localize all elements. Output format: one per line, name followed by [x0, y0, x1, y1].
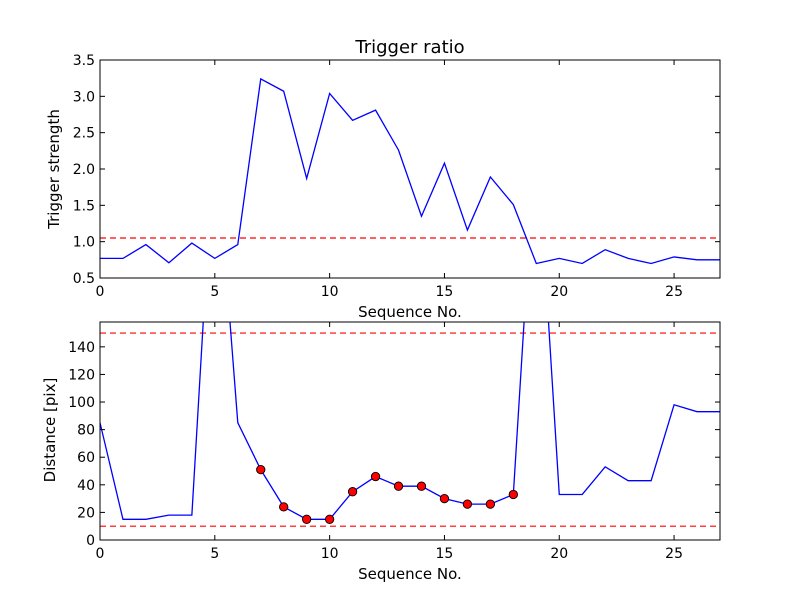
- y-tick-label: 120: [68, 367, 95, 383]
- x-tick-label: 10: [321, 546, 339, 562]
- series-lines: [100, 77, 720, 265]
- y-tick-label: 2.0: [73, 162, 95, 178]
- x-ticks: 0 5 10 15 20 25: [96, 322, 683, 562]
- y-ticks: 0 20 40 60 80 100 120 140: [68, 340, 720, 549]
- data-point-marker: [370, 471, 381, 482]
- data-point-marker: [393, 481, 404, 491]
- x-tick-label: 20: [550, 546, 568, 562]
- trigger-ratio-panel: 0 5 10 15 20 25 0.5 1.0 1.5 2.0 2.5 3.0 3.5 Trigger…: [45, 37, 721, 321]
- x-tick-label: 0: [96, 284, 105, 300]
- chart-title: Trigger ratio: [354, 37, 464, 58]
- series-line: [100, 77, 720, 265]
- y-tick-label: 60: [77, 450, 95, 466]
- y-tick-label: 0.5: [73, 271, 95, 287]
- y-tick-label: 3.0: [73, 89, 95, 105]
- y-ticks: 0.5 1.0 1.5 2.0 2.5 3.0 3.5: [73, 53, 720, 287]
- y-tick-label: 80: [77, 423, 95, 439]
- data-point-marker: [279, 502, 289, 512]
- data-point-marker: [302, 514, 312, 524]
- y-axis-label: Trigger strength: [45, 109, 63, 230]
- distance-panel: 0 5 10 15 20 25 0 20 40 60 80 100 120 140 Sequence N…: [41, 321, 721, 583]
- y-axis-label: Distance [pix]: [41, 378, 59, 483]
- y-tick-label: 40: [77, 478, 95, 494]
- x-tick-label: 5: [210, 546, 219, 562]
- x-tick-label: 10: [321, 284, 339, 300]
- data-point-marker: [347, 487, 358, 497]
- y-tick-label: 1.0: [73, 235, 95, 251]
- data-point-marker: [462, 499, 473, 509]
- axes-frame: [99, 321, 721, 541]
- y-tick-label: 2.5: [73, 126, 95, 142]
- x-tick-label: 0: [96, 546, 105, 562]
- x-tick-label: 25: [665, 284, 683, 300]
- x-tick-label: 15: [436, 284, 454, 300]
- plot-area: [100, 322, 720, 540]
- threshold-lines: [100, 332, 720, 527]
- x-tick-label: 15: [436, 546, 454, 562]
- y-tick-label: 140: [68, 340, 95, 356]
- data-point-marker: [324, 514, 335, 524]
- series-markers: [256, 464, 518, 524]
- data-point-marker: [256, 464, 266, 475]
- x-tick-label: 25: [665, 546, 683, 562]
- x-ticks: 0 5 10 15 20 25: [96, 60, 683, 300]
- x-tick-label: 5: [210, 284, 219, 300]
- data-point-marker: [508, 489, 518, 500]
- y-tick-label: 100: [68, 395, 95, 411]
- series-line: [100, 322, 720, 520]
- x-axis-label: Sequence No.: [358, 565, 462, 583]
- y-tick-label: 20: [77, 505, 95, 521]
- series-lines: [100, 322, 720, 520]
- y-tick-label: 0: [86, 533, 95, 549]
- data-point-marker: [485, 499, 496, 509]
- y-tick-label: 3.5: [73, 53, 95, 69]
- data-point-marker: [439, 493, 450, 504]
- y-tick-label: 1.5: [73, 198, 95, 214]
- plot-area: [100, 60, 720, 278]
- data-point-marker: [416, 481, 427, 491]
- x-tick-label: 20: [550, 284, 568, 300]
- x-axis-label: Sequence No.: [358, 303, 462, 321]
